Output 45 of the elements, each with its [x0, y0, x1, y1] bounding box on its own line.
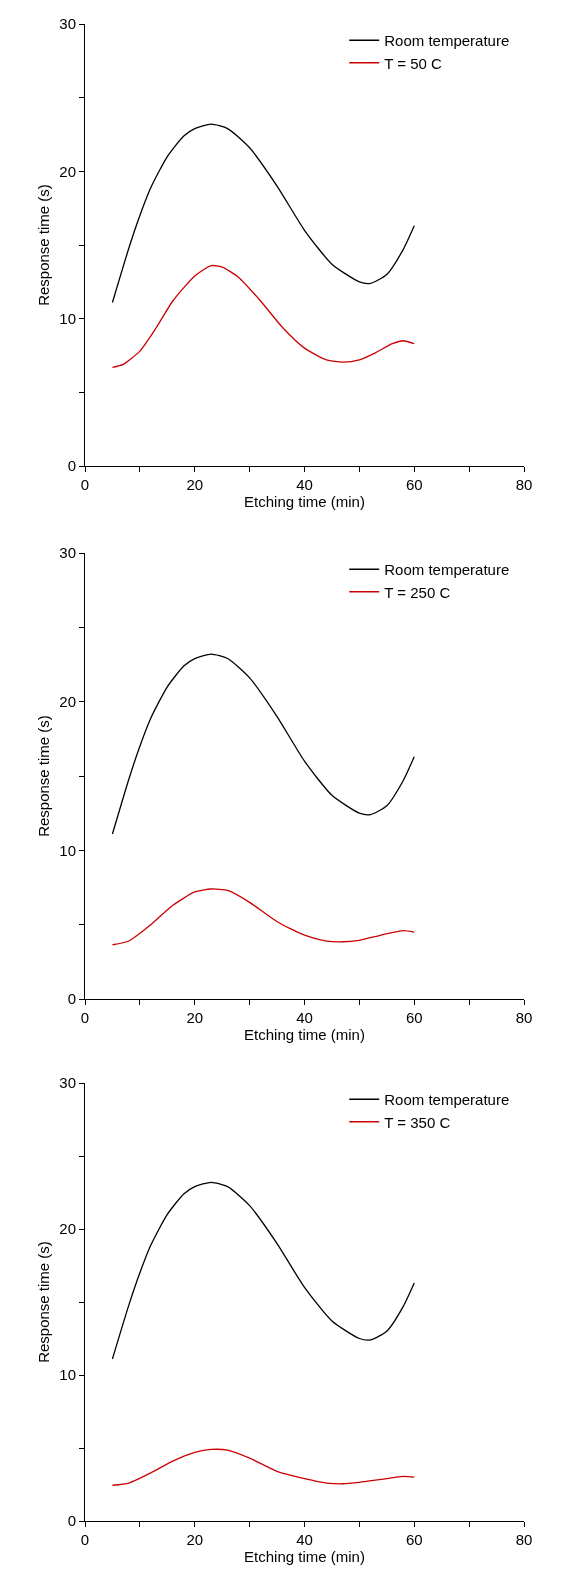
- line-series: [111, 264, 415, 368]
- y-tick-label: 10: [59, 309, 76, 327]
- x-axis-title: Etching time (min): [244, 493, 365, 510]
- y-tick-label: 30: [59, 544, 76, 562]
- legend-label: Room temperature: [384, 561, 510, 579]
- x-tick-label: 0: [80, 476, 90, 493]
- x-tick-label: 20: [186, 1009, 204, 1026]
- y-axis-title: Response time (s): [34, 184, 52, 306]
- x-tick-label: 20: [186, 1531, 204, 1548]
- y-tick-label: 20: [59, 692, 76, 710]
- y-tick-label: 20: [59, 1220, 76, 1238]
- x-tick-label: 40: [296, 476, 313, 493]
- x-tick-label: 60: [405, 1531, 423, 1548]
- legend-label: Room temperature: [384, 1091, 510, 1109]
- legend-label: T = 250 C: [384, 583, 451, 601]
- y-axis-title: Response time (s): [34, 715, 52, 837]
- y-axis-title: Response time (s): [34, 1241, 52, 1363]
- x-tick-label: 60: [405, 476, 423, 493]
- x-tick-label: 80: [515, 1009, 533, 1026]
- x-axis-title: Etching time (min): [244, 1026, 365, 1043]
- y-tick-label: 0: [67, 990, 76, 1008]
- x-tick-label: 0: [80, 1009, 90, 1026]
- legend-label: T = 350 C: [384, 1113, 451, 1131]
- x-axis-title: Etching time (min): [244, 1548, 365, 1565]
- y-tick-label: 30: [59, 1074, 76, 1092]
- x-tick-label: 40: [296, 1531, 313, 1548]
- y-tick-label: 0: [67, 457, 76, 475]
- x-tick-label: 40: [296, 1009, 313, 1026]
- legend-label: Room temperature: [384, 32, 510, 50]
- x-tick-label: 80: [515, 1531, 533, 1548]
- y-tick-label: 0: [67, 1512, 76, 1530]
- line-series: [111, 653, 415, 835]
- y-tick-label: 30: [59, 15, 76, 33]
- line-series: [111, 1181, 415, 1360]
- legend-label: T = 50 C: [384, 54, 443, 72]
- x-tick-label: 60: [405, 1009, 423, 1026]
- y-tick-label: 10: [59, 841, 76, 859]
- x-tick-label: 80: [515, 476, 533, 493]
- y-tick-label: 20: [59, 162, 76, 180]
- line-series: [111, 1448, 415, 1486]
- line-series: [111, 123, 415, 304]
- x-tick-label: 0: [80, 1531, 90, 1548]
- line-series: [111, 888, 415, 946]
- y-tick-label: 10: [59, 1366, 76, 1384]
- x-tick-label: 20: [186, 476, 204, 493]
